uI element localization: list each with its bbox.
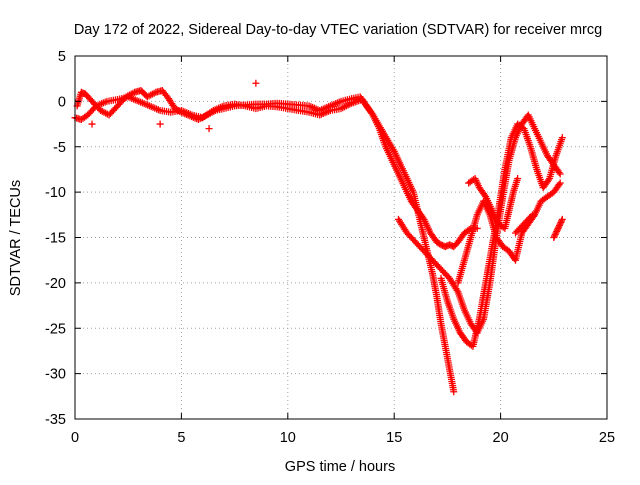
y-tick-label: -10 xyxy=(45,185,66,201)
data-point xyxy=(205,125,213,133)
data-point xyxy=(555,181,563,189)
data-point xyxy=(558,217,566,225)
x-tick-label: 10 xyxy=(280,430,296,446)
data-point xyxy=(556,170,564,178)
data-point xyxy=(556,179,564,187)
y-tick-label: -5 xyxy=(53,140,66,156)
data-point xyxy=(555,168,563,176)
y-tick-label: -35 xyxy=(45,412,66,428)
data-point xyxy=(552,229,560,237)
y-tick-label: 0 xyxy=(58,94,66,110)
data-point xyxy=(553,226,561,234)
data-point xyxy=(450,388,458,396)
data-point xyxy=(558,134,566,142)
y-tick-label: 5 xyxy=(58,49,66,65)
x-tick-label: 20 xyxy=(493,430,509,446)
data-point xyxy=(544,176,552,184)
data-point xyxy=(553,227,561,235)
grid xyxy=(75,56,607,419)
x-axis-label: GPS time / hours xyxy=(285,459,395,475)
data-point xyxy=(514,175,522,183)
data-point xyxy=(551,230,559,238)
chart-title: Day 172 of 2022, Sidereal Day-to-day VTE… xyxy=(74,22,602,38)
y-tick-label: -25 xyxy=(45,321,66,337)
ticks: 0 5 10 15 20 25 5 0 -5 -10 -15 -20 -25 -30 -35 xyxy=(45,49,615,446)
x-tick-label: 15 xyxy=(386,430,402,446)
data-point xyxy=(556,220,564,228)
data-point xyxy=(252,79,260,87)
data-point xyxy=(554,224,562,232)
data-point xyxy=(527,212,535,220)
data-points xyxy=(71,79,566,396)
data-point xyxy=(550,234,558,241)
y-axis-label: SDTVAR / TECUs xyxy=(8,180,24,296)
y-tick-label: -20 xyxy=(45,276,66,292)
data-point xyxy=(156,120,164,128)
data-point xyxy=(555,223,563,231)
y-tick-label: -30 xyxy=(45,367,66,383)
data-point xyxy=(529,211,537,219)
x-tick-label: 25 xyxy=(599,430,615,446)
data-point xyxy=(551,232,559,240)
data-point xyxy=(88,120,96,128)
x-tick-label: 0 xyxy=(71,430,79,446)
x-tick-label: 5 xyxy=(177,430,185,446)
data-point xyxy=(558,215,566,223)
data-point xyxy=(557,218,565,226)
y-tick-label: -15 xyxy=(45,231,66,247)
data-point xyxy=(555,221,563,229)
